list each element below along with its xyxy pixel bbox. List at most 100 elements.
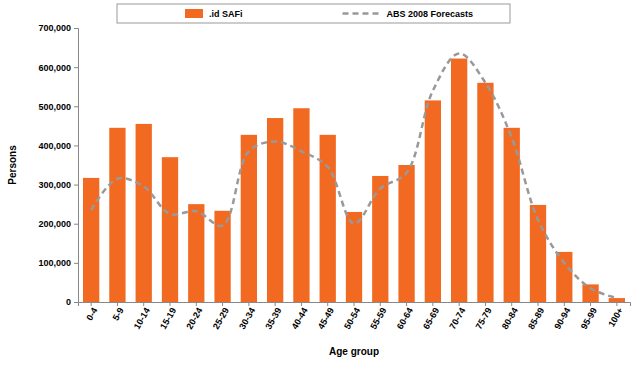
x-tick-label: 90-94 (552, 306, 572, 331)
x-tick: 30-34 (237, 302, 257, 331)
legend-box (117, 4, 510, 23)
x-tick: 0-4 (84, 302, 99, 322)
x-tick-label: 85-89 (526, 306, 546, 331)
x-tick-mark (564, 302, 565, 306)
y-tick-label: 400,000 (38, 141, 71, 151)
x-tick-mark (248, 302, 249, 306)
y-tick-mark (74, 67, 78, 68)
x-tick: 35-39 (263, 302, 283, 331)
x-tick-mark (459, 302, 460, 306)
x-tick-mark (170, 302, 171, 306)
bar (346, 212, 362, 302)
x-tick-label: 95-99 (579, 306, 599, 331)
x-tick-mark (538, 302, 539, 306)
x-tick-mark (432, 302, 433, 306)
x-tick: 75-79 (474, 302, 494, 331)
x-tick: 60-64 (395, 302, 415, 331)
y-tick-mark (74, 145, 78, 146)
x-axis-line (79, 303, 631, 307)
legend-label: ABS 2008 Forecasts (387, 9, 474, 19)
legend-swatch (185, 9, 203, 18)
legend-label: .id SAFi (209, 9, 243, 19)
chart-container: 0 100,000 200,000 300,000 400,000 500,000 600,… (0, 0, 640, 367)
x-tick-label: 60-64 (395, 306, 415, 331)
x-tick: 25-29 (211, 302, 231, 331)
bar (451, 59, 467, 302)
x-tick-label: 5-9 (111, 306, 126, 322)
plot: 0 100,000 200,000 300,000 400,000 500,000 600,… (38, 23, 630, 331)
bar (267, 118, 283, 302)
x-tick-label: 10-14 (132, 306, 152, 331)
x-tick-label: 65-69 (421, 306, 441, 331)
y-axis: 0 100,000 200,000 300,000 400,000 500,000 600,… (38, 23, 78, 307)
y-tick: 600,000 (38, 63, 78, 73)
x-tick-label: 0-4 (84, 306, 99, 322)
x-tick-mark (590, 302, 591, 306)
x-tick: 85-89 (526, 302, 546, 331)
x-tick: 20-24 (184, 302, 204, 331)
x-axis: 0-4 5-9 10-14 15-19 20-24 25-29 30-34 35-39 40-4… (79, 302, 631, 331)
legend-item: .id SAFi (185, 9, 243, 19)
y-tick-label: 200,000 (38, 219, 71, 229)
x-tick-label: 25-29 (211, 306, 231, 331)
x-tick-mark (327, 302, 328, 306)
x-tick-label: 45-49 (316, 306, 336, 331)
x-tick-label: 40-44 (290, 306, 310, 331)
x-tick-mark (485, 302, 486, 306)
y-tick: 500,000 (38, 102, 78, 112)
y-tick: 100,000 (38, 258, 78, 268)
x-tick-mark (616, 302, 617, 306)
y-tick: 300,000 (38, 180, 78, 190)
bar (609, 298, 625, 302)
x-tick-mark (301, 302, 302, 306)
x-tick-mark (196, 302, 197, 306)
bar (425, 100, 441, 302)
bar (293, 108, 309, 302)
bar (162, 157, 178, 302)
y-tick-label: 600,000 (38, 63, 71, 73)
y-tick: 200,000 (38, 219, 78, 229)
x-tick: 80-84 (500, 302, 520, 331)
x-tick: 5-9 (111, 302, 126, 322)
bar (477, 83, 493, 302)
x-tick-label: 30-34 (237, 306, 257, 331)
y-tick-label: 100,000 (38, 258, 71, 268)
x-tick: 15-19 (158, 302, 178, 331)
x-tick-mark (222, 302, 223, 306)
y-tick: 0 (66, 297, 78, 307)
x-tick-mark (406, 302, 407, 306)
x-axis-title: Age group (329, 346, 379, 357)
bar (398, 165, 414, 302)
y-tick-mark (74, 28, 78, 29)
x-tick-label: 15-19 (158, 306, 178, 331)
y-tick-label: 300,000 (38, 180, 71, 190)
bar (109, 128, 125, 302)
x-tick-mark (511, 302, 512, 306)
x-tick-mark (91, 302, 92, 306)
y-tick-mark (74, 263, 78, 264)
y-axis-title: Persons (7, 145, 18, 185)
x-tick-label: 50-54 (342, 306, 362, 331)
legend-item: ABS 2008 Forecasts (343, 9, 474, 19)
x-tick-label: 80-84 (500, 306, 520, 331)
y-tick-mark (74, 302, 78, 303)
x-tick: 100+ (606, 302, 625, 329)
y-tick-mark (74, 185, 78, 186)
x-tick-mark (354, 302, 355, 306)
x-tick-label: 75-79 (474, 306, 494, 331)
x-tick: 55-59 (368, 302, 388, 331)
y-tick-mark (74, 224, 78, 225)
x-tick: 90-94 (552, 302, 572, 331)
chart-svg: 0 100,000 200,000 300,000 400,000 500,000 600,… (0, 0, 640, 367)
x-tick-label: 35-39 (263, 306, 283, 331)
y-tick-label: 500,000 (38, 102, 71, 112)
x-tick-mark (143, 302, 144, 306)
legend: .id SAFi ABS 2008 Forecasts (117, 4, 510, 23)
marks (83, 53, 625, 302)
y-tick-label: 0 (66, 297, 71, 307)
x-tick-mark (117, 302, 118, 306)
bar (556, 252, 572, 302)
y-tick-label: 700,000 (38, 23, 71, 33)
x-tick-mark (380, 302, 381, 306)
x-tick-label: 100+ (606, 306, 625, 329)
